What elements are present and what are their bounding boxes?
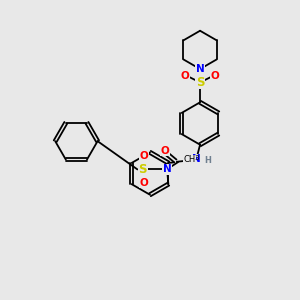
Text: 3: 3 (194, 155, 199, 161)
Text: S: S (196, 76, 204, 89)
Text: S: S (139, 163, 147, 176)
Text: CH: CH (183, 155, 196, 164)
Text: O: O (140, 178, 148, 188)
Text: N: N (196, 64, 204, 74)
Text: O: O (160, 146, 169, 156)
Text: O: O (140, 151, 148, 161)
Text: N: N (192, 154, 201, 164)
Text: H: H (204, 156, 211, 165)
Text: O: O (181, 71, 190, 81)
Text: N: N (163, 164, 171, 174)
Text: O: O (210, 71, 219, 81)
